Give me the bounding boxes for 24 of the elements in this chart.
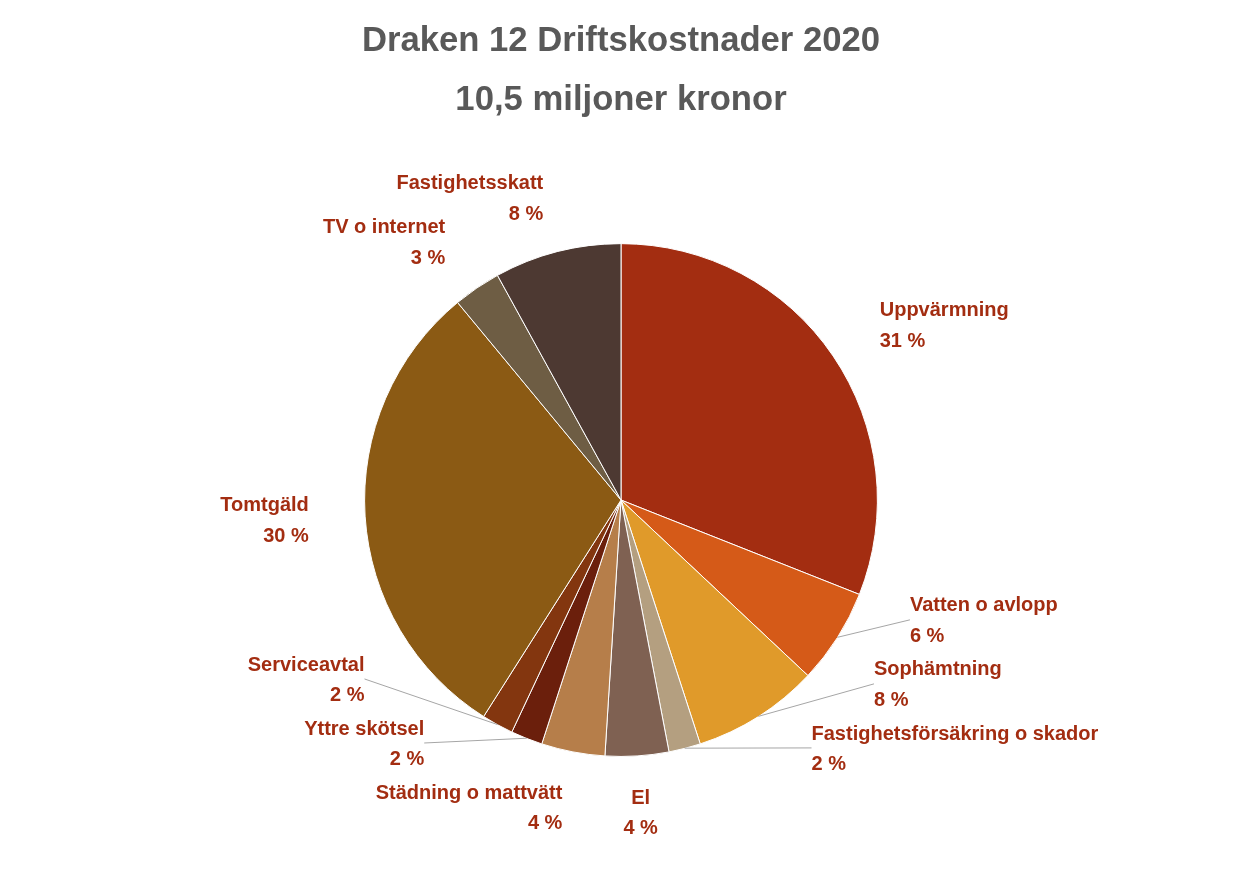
data-label: 8 % xyxy=(508,201,544,224)
slice-label: El xyxy=(631,785,651,808)
data-label: 31 % xyxy=(879,328,926,351)
data-label: 4 % xyxy=(527,811,563,834)
slice-label: Yttre skötsel xyxy=(304,716,425,739)
slice-label: Sophämtning xyxy=(873,657,1002,680)
chart-subtitle: 10,5 miljoner kronor xyxy=(455,78,787,117)
slice-label: Serviceavtal xyxy=(247,652,365,675)
slice-label: Tomtgäld xyxy=(220,493,309,516)
slice-label: Vatten o avlopp xyxy=(909,593,1058,616)
slice-label: Uppvärmning xyxy=(879,297,1009,320)
data-label: 8 % xyxy=(873,688,909,711)
data-label: 4 % xyxy=(623,816,659,839)
data-label: 30 % xyxy=(263,524,310,547)
data-label: 2 % xyxy=(811,752,847,775)
slice-label: TV o internet xyxy=(322,215,446,238)
slice-label: Städning o mattvätt xyxy=(375,780,563,803)
data-label: 2 % xyxy=(389,747,425,770)
data-label: 6 % xyxy=(909,624,945,647)
slice-label: Fastighetsförsäkring o skador xyxy=(811,721,1099,744)
data-label: 3 % xyxy=(410,245,446,268)
chart-title: Draken 12 Driftskostnader 2020 xyxy=(361,19,881,58)
data-label: 2 % xyxy=(330,683,365,706)
slice-label: Fastighetsskatt xyxy=(396,170,544,193)
